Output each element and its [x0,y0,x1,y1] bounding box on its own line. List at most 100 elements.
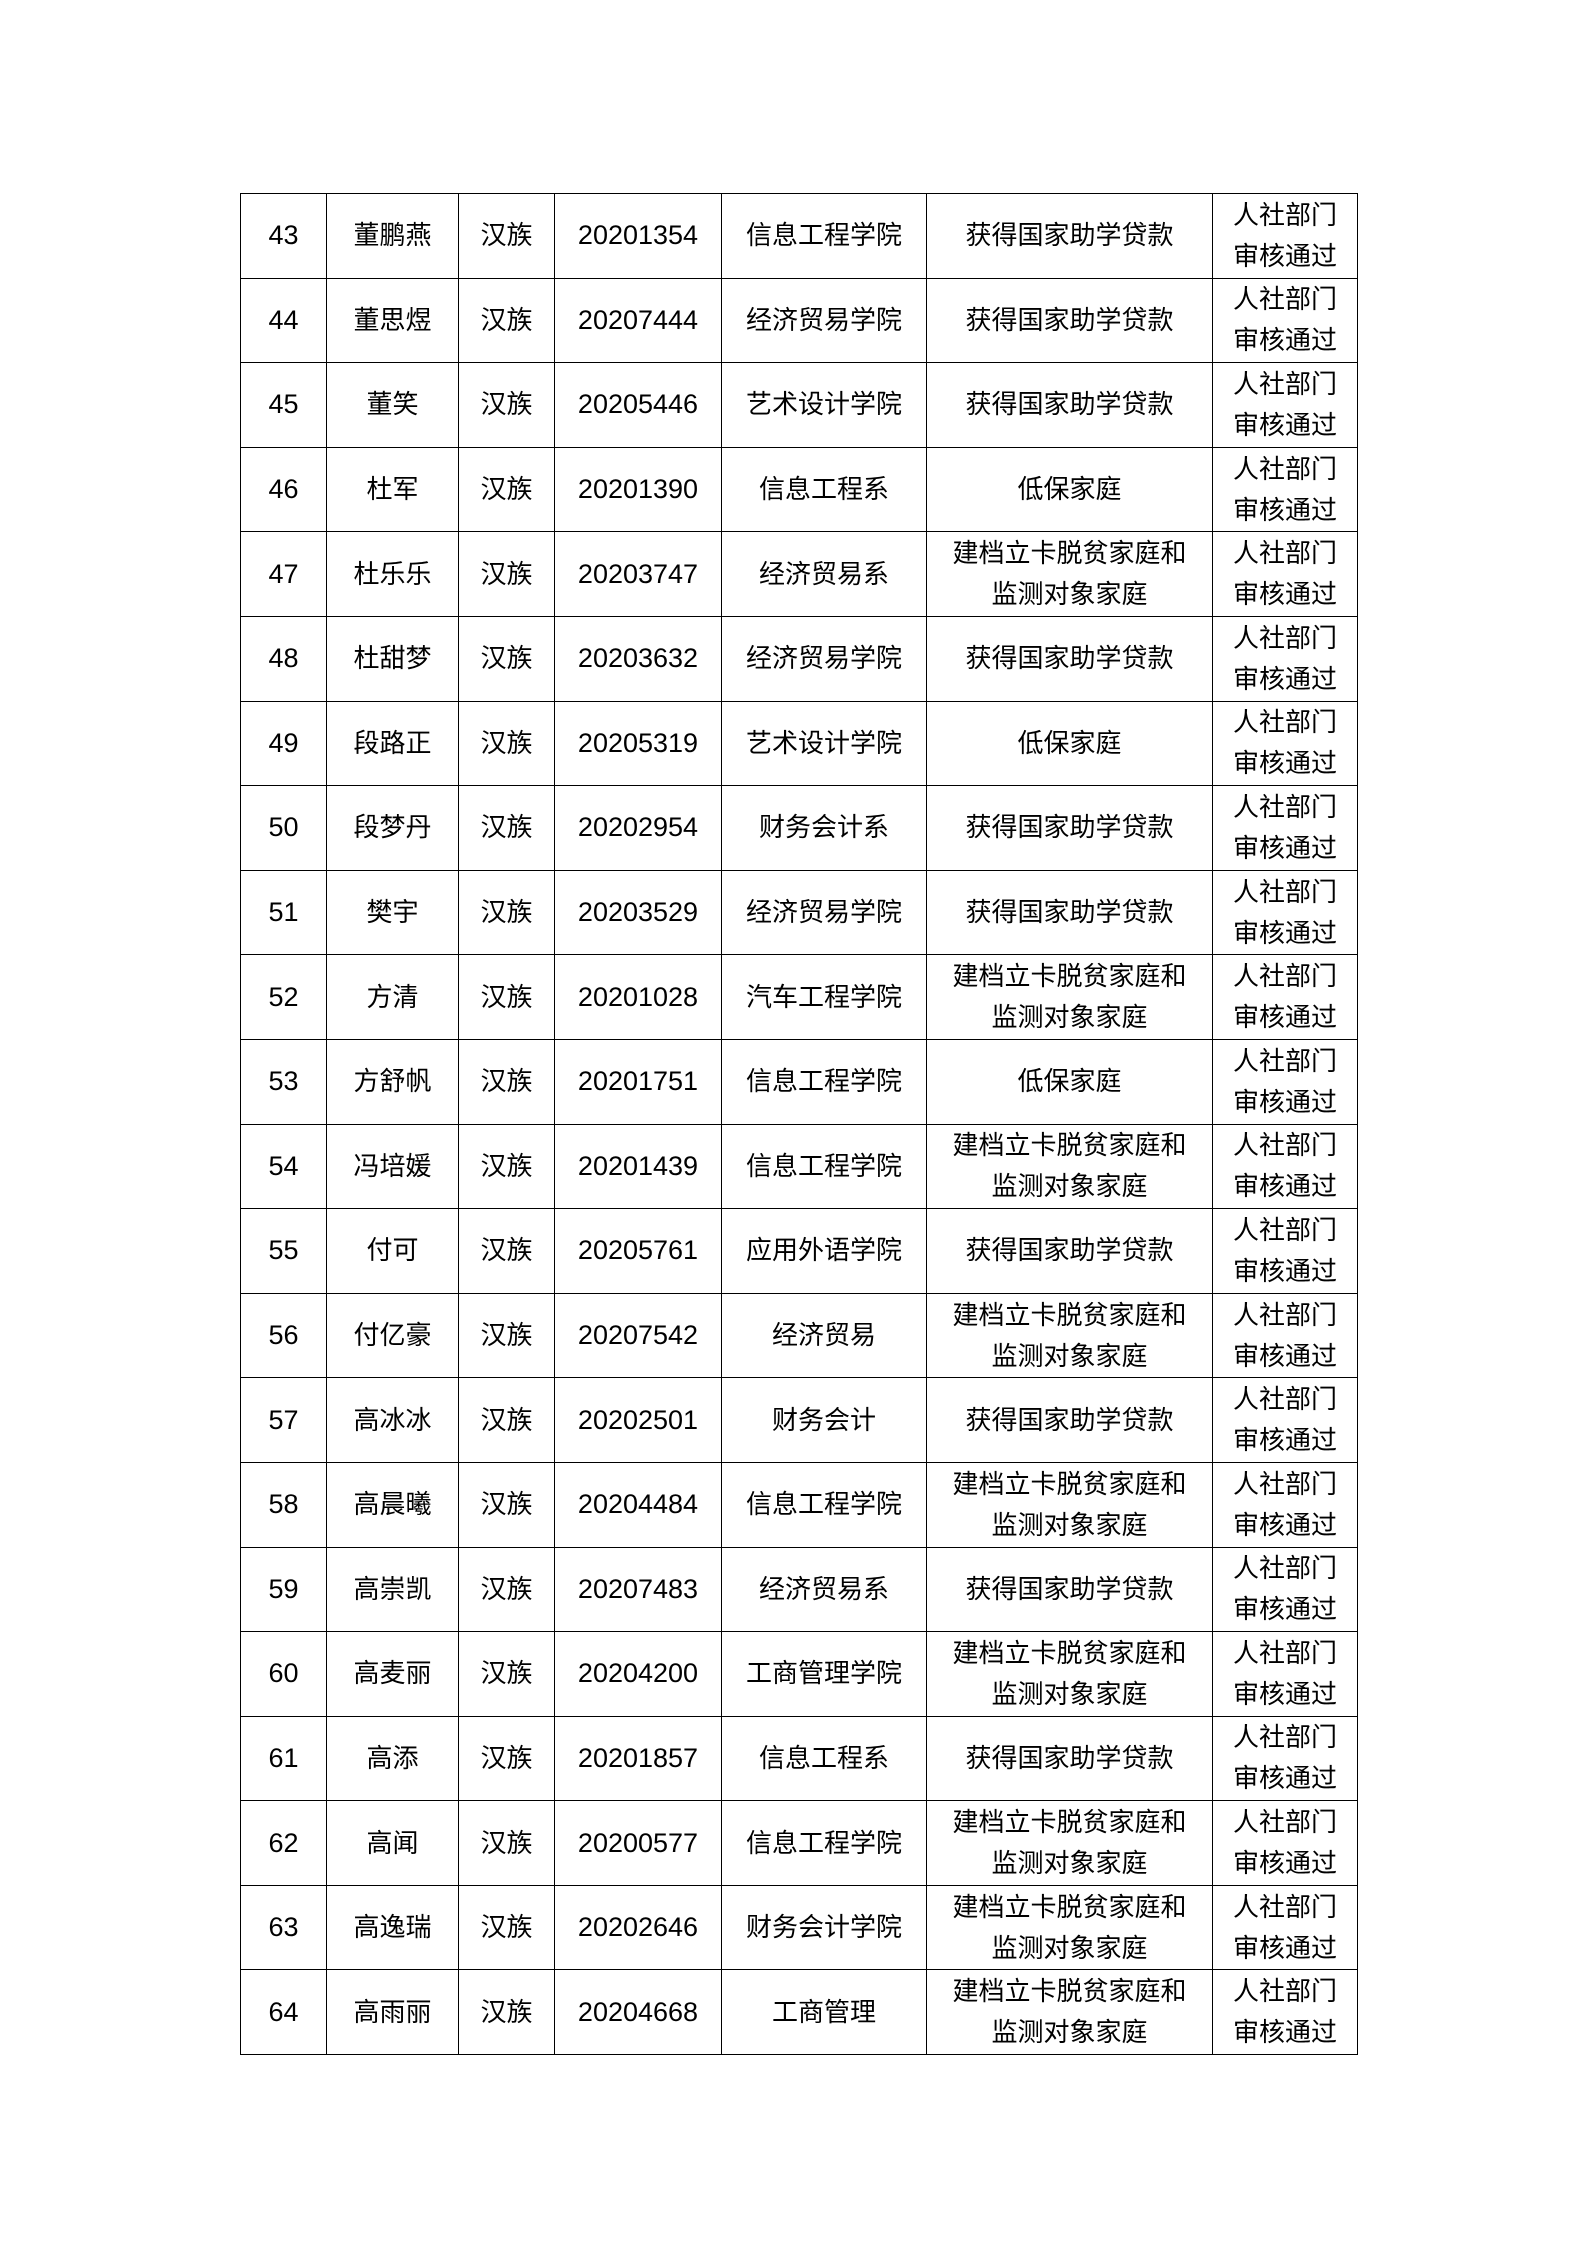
ethnicity-cell: 汉族 [458,446,555,533]
row-number-cell: 58 [240,1461,327,1548]
row-number-cell: 44 [240,277,327,364]
name-cell: 樊宇 [326,869,459,956]
review-status-cell-line: 审核通过 [1232,1764,1337,1794]
category-cell-line: 获得国家助学贷款 [965,390,1174,420]
row-number-cell: 46 [240,446,327,533]
category-cell-line: 监测对象家庭 [991,1003,1148,1033]
student-id-cell: 20201390 [554,446,722,533]
name-cell: 高崇凯 [326,1546,459,1633]
ethnicity-cell: 汉族 [458,1038,555,1125]
review-status-cell-line: 审核通过 [1232,1172,1337,1202]
table-row: 52 方清 汉族 20201028 汽车工程学院 建档立卡脱贫家庭和 监测对象家庭 人社部门审… [240,954,1358,1040]
category-cell-line: 监测对象家庭 [991,1341,1148,1371]
table-row: 43 董鹏燕 汉族 20201354 信息工程学院 获得国家助学贷款 人社部门 审核通过 [240,193,1358,279]
row-number-cell: 59 [240,1546,327,1633]
review-status-cell: 人社部门 审核通过 [1212,1123,1358,1210]
student-id-cell: 20202646 [554,1884,722,1971]
name-cell: 段路正 [326,700,459,787]
category-cell-line: 获得国家助学贷款 [965,1743,1174,1773]
table-row: 53 方舒帆 汉族 20201751 信息工程学院 低保家庭 人社部门 审核通过 [240,1038,1358,1125]
category-cell-line: 获得国家助学贷款 [965,221,1174,251]
ethnicity-cell: 汉族 [458,1715,555,1802]
college-cell: 信息工程系 [721,446,927,533]
table-row: 58 高晨曦 汉族 20204484 信息工程学院 建档立卡脱贫家庭和 监测对象家庭 人社部门… [240,1461,1358,1548]
review-status-cell: 人社部门 审核通过 [1212,1884,1358,1971]
table-row: 48 杜甜梦 汉族 20203632 经济贸易学院 获得国家助学贷款 人社部门 审核通过 [240,615,1358,702]
category-cell-line: 建档立卡脱贫家庭和 [952,1638,1187,1668]
category-cell: 建档立卡脱贫家庭和 监测对象家庭 [926,954,1213,1040]
college-cell: 信息工程学院 [721,193,927,279]
ethnicity-cell: 汉族 [458,1377,555,1463]
row-number-cell: 61 [240,1715,327,1802]
review-status-cell-line: 人社部门 [1232,1046,1337,1076]
student-id-cell: 20205319 [554,700,722,787]
category-cell-line: 建档立卡脱贫家庭和 [952,1977,1187,2007]
review-status-cell-line: 人社部门 [1232,1892,1337,1922]
review-status-cell: 人社部门 审核通过 [1212,1800,1358,1886]
student-id-cell: 20205446 [554,362,722,448]
row-number-cell: 49 [240,700,327,787]
table-row: 57 高冰冰 汉族 20202501 财务会计 获得国家助学贷款 人社部门 审核通过 [240,1377,1358,1463]
row-number-cell: 54 [240,1123,327,1210]
review-status-cell-line: 人社部门 [1232,1723,1337,1753]
ethnicity-cell: 汉族 [458,615,555,702]
category-cell-line: 监测对象家庭 [991,2018,1148,2048]
review-status-cell-line: 审核通过 [1232,580,1337,610]
table-row: 64 高雨丽 汉族 20204668 工商管理 建档立卡脱贫家庭和 监测对象家庭 人社部门 审核… [240,1969,1358,2056]
ethnicity-cell: 汉族 [458,1631,555,1717]
row-number-cell: 64 [240,1969,327,2056]
row-number-cell: 60 [240,1631,327,1717]
review-status-cell-line: 审核通过 [1232,1510,1337,1540]
category-cell: 获得国家助学贷款 [926,869,1213,956]
table-row: 49 段路正 汉族 20205319 艺术设计学院 低保家庭 人社部门 审核通过 [240,700,1358,787]
college-cell: 经济贸易学院 [721,277,927,364]
name-cell: 高冰冰 [326,1377,459,1463]
review-status-cell-line: 审核通过 [1232,1426,1337,1456]
category-cell: 低保家庭 [926,700,1213,787]
review-status-cell-line: 人社部门 [1232,708,1337,738]
row-number-cell: 55 [240,1208,327,1294]
name-cell: 方清 [326,954,459,1040]
table-body: 43 董鹏燕 汉族 20201354 信息工程学院 获得国家助学贷款 人社部门 审核通过 44 董… [240,193,1358,2056]
category-cell-line: 建档立卡脱贫家庭和 [952,539,1187,569]
category-cell-line: 建档立卡脱贫家庭和 [952,1300,1187,1330]
ethnicity-cell: 汉族 [458,785,555,871]
review-status-cell-line: 审核通过 [1232,1087,1337,1117]
row-number-cell: 56 [240,1292,327,1379]
review-status-cell-line: 人社部门 [1232,1300,1337,1330]
student-id-cell: 20204484 [554,1461,722,1548]
row-number-cell: 51 [240,869,327,956]
review-status-cell-line: 人社部门 [1232,1977,1337,2007]
student-id-cell: 20203632 [554,615,722,702]
review-status-cell-line: 人社部门 [1232,200,1337,230]
ethnicity-cell: 汉族 [458,700,555,787]
category-cell: 获得国家助学贷款 [926,785,1213,871]
category-cell-line: 监测对象家庭 [991,1510,1148,1540]
ethnicity-cell: 汉族 [458,1292,555,1379]
name-cell: 段梦丹 [326,785,459,871]
ethnicity-cell: 汉族 [458,1546,555,1633]
category-cell: 获得国家助学贷款 [926,1208,1213,1294]
name-cell: 付亿豪 [326,1292,459,1379]
student-id-cell: 20207483 [554,1546,722,1633]
review-status-cell-line: 审核通过 [1232,326,1337,356]
category-cell: 建档立卡脱贫家庭和 监测对象家庭 [926,1631,1213,1717]
ethnicity-cell: 汉族 [458,362,555,448]
category-cell-line: 获得国家助学贷款 [965,1405,1174,1435]
category-cell: 获得国家助学贷款 [926,1546,1213,1633]
review-status-cell: 人社部门 审核通过 [1212,869,1358,956]
review-status-cell-line: 审核通过 [1232,1849,1337,1879]
category-cell-line: 获得国家助学贷款 [965,1574,1174,1604]
college-cell: 汽车工程学院 [721,954,927,1040]
college-cell: 信息工程学院 [721,1461,927,1548]
table-row: 59 高崇凯 汉族 20207483 经济贸易系 获得国家助学贷款 人社部门 审核通过 [240,1546,1358,1633]
table-row: 50 段梦丹 汉族 20202954 财务会计系 获得国家助学贷款 人社部门 审核通过 [240,785,1358,871]
review-status-cell-line: 人社部门 [1232,1385,1337,1415]
category-cell: 建档立卡脱贫家庭和 监测对象家庭 [926,1800,1213,1886]
name-cell: 杜甜梦 [326,615,459,702]
review-status-cell: 人社部门 审核通过 [1212,700,1358,787]
review-status-cell-line: 审核通过 [1232,410,1337,440]
table-row: 45 董笑 汉族 20205446 艺术设计学院 获得国家助学贷款 人社部门 审核通过 [240,362,1358,448]
review-status-cell-line: 审核通过 [1232,833,1337,863]
review-status-cell-line: 人社部门 [1232,792,1337,822]
